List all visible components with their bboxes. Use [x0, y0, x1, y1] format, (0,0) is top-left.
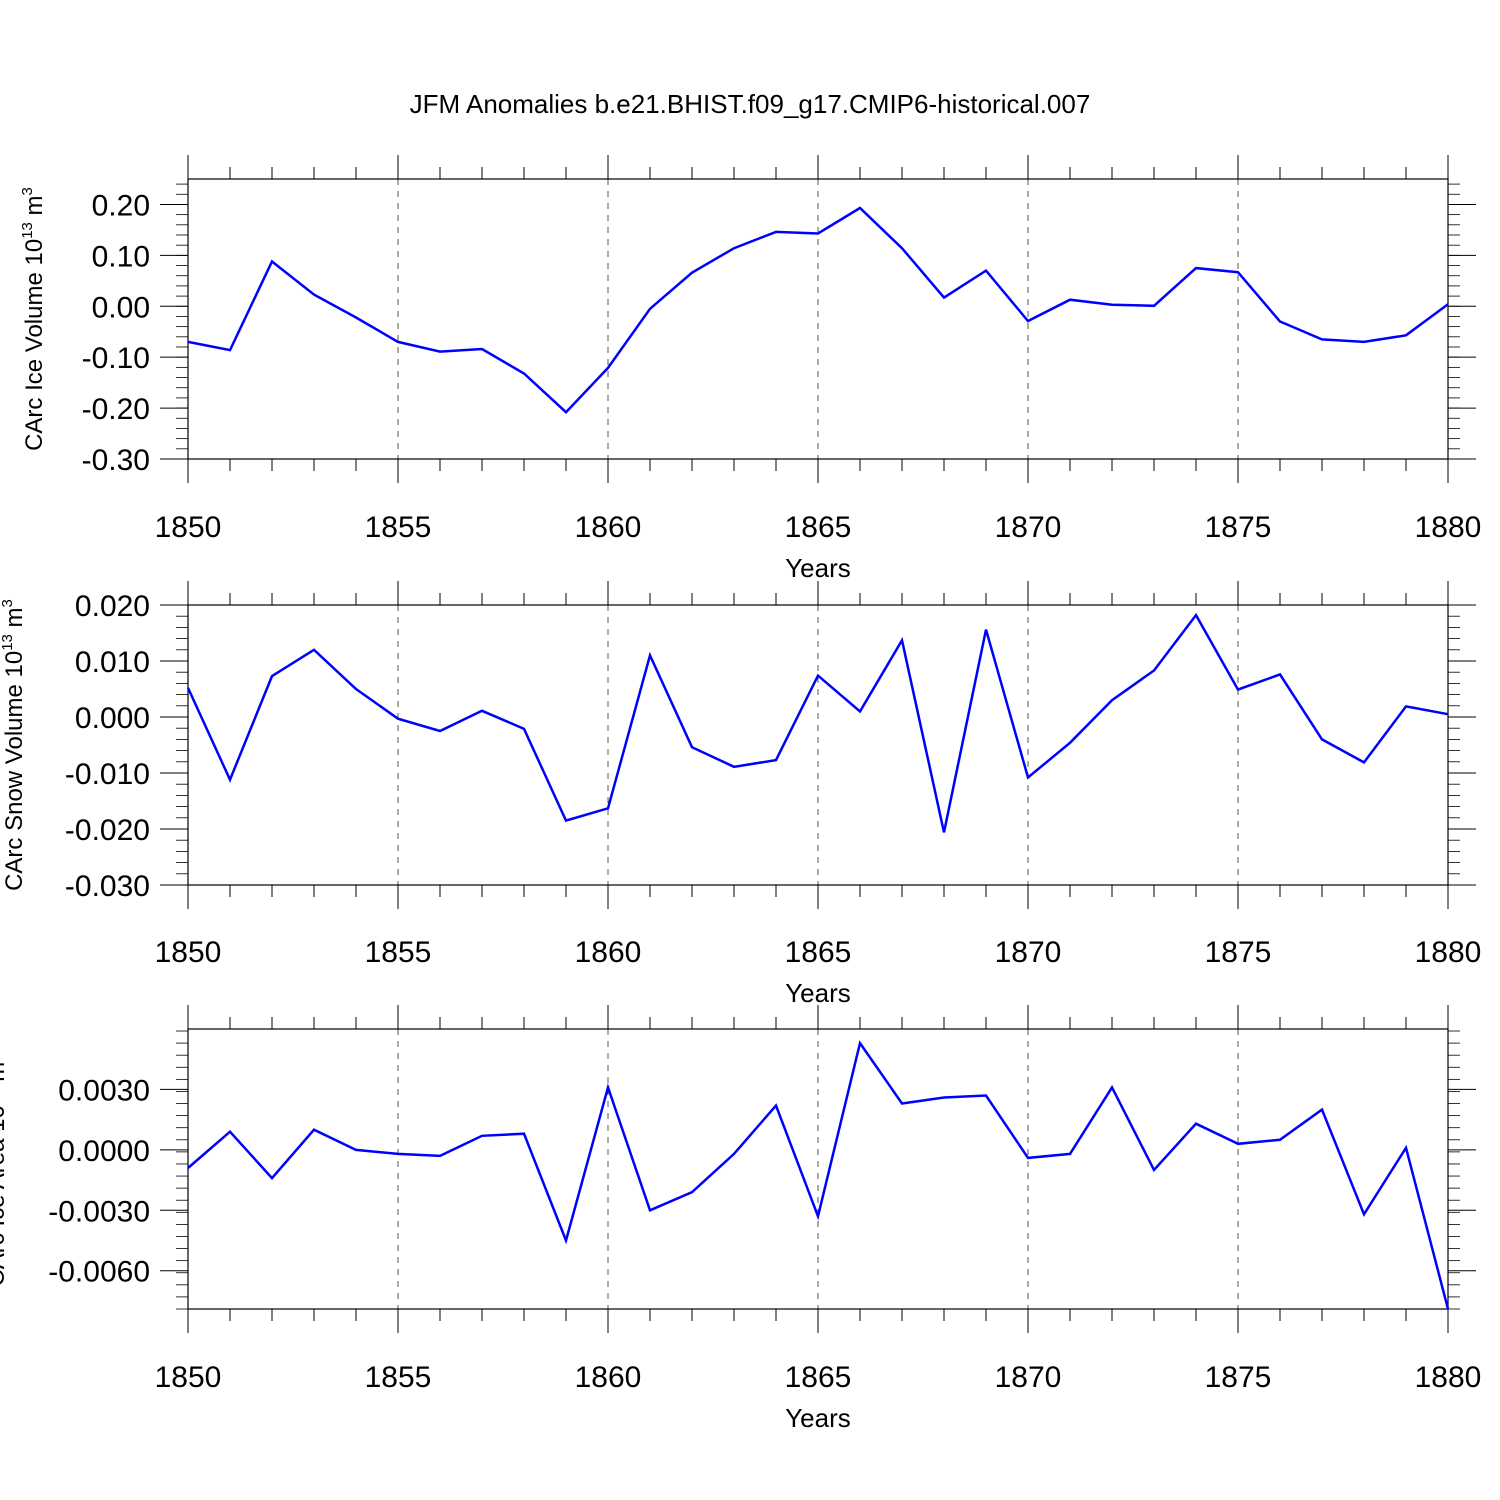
y-axis-label-text: m: [0, 1062, 10, 1089]
x-tick-label: 1880: [1415, 936, 1482, 969]
x-tick-label: 1870: [995, 936, 1062, 969]
y-axis-label-superscript: 13: [0, 634, 16, 651]
y-tick-label: 0.00: [92, 291, 150, 324]
x-tick-label: 1870: [995, 1361, 1062, 1394]
series-line: [187, 206, 1449, 414]
x-tick-label: 1860: [575, 511, 642, 544]
x-tick-label: 1865: [785, 1361, 852, 1394]
y-tick-label: 0.0030: [58, 1074, 150, 1107]
x-tick-label: 1865: [785, 511, 852, 544]
series-line: [186, 612, 1449, 833]
x-tick-label: 1850: [155, 511, 222, 544]
y-tick-label: -0.0060: [48, 1256, 150, 1289]
x-tick-label: 1855: [365, 1361, 432, 1394]
y-axis-label-text: m: [21, 195, 48, 222]
panels: -0.30 -0.20 -0.10 0.00 0.10 0.20 1850 1855 1860 1…: [0, 155, 1481, 1433]
chart-panel-2: -0.030 -0.020 -0.010 0.000 0.010 0.020 1850 185…: [0, 581, 1481, 1008]
x-tick-label: 1855: [365, 936, 432, 969]
x-tick-label: 1875: [1205, 1361, 1272, 1394]
y-tick-label: 0.0000: [58, 1135, 150, 1168]
y-axis-label-text: CArc Ice Volume 10: [21, 239, 48, 451]
x-tick-label: 1875: [1205, 511, 1272, 544]
figure-title: JFM Anomalies b.e21.BHIST.f09_g17.CMIP6-…: [410, 89, 1091, 119]
x-tick-label: 1880: [1415, 511, 1482, 544]
y-axis-label-superscript: 13: [19, 222, 36, 239]
y-axis-label-superscript: 3: [19, 187, 36, 195]
x-axis-label: Years: [785, 1403, 851, 1433]
x-tick-label: 1850: [155, 1361, 222, 1394]
x-axis-label: Years: [785, 553, 851, 583]
chart-panel-1: -0.30 -0.20 -0.10 0.00 0.10 0.20 1850 1855 1860 1…: [19, 155, 1481, 583]
y-tick-label: 0.010: [75, 646, 150, 679]
y-tick-label: -0.10: [82, 342, 150, 375]
series-line: [187, 1040, 1450, 1310]
y-tick-label: 0.000: [75, 702, 150, 735]
y-tick-label: 0.20: [92, 189, 150, 222]
y-tick-label: -0.030: [65, 870, 150, 903]
x-tick-label: 1870: [995, 511, 1062, 544]
y-axis-label-text: CArc Snow Volume 10: [1, 651, 28, 891]
x-tick-label: 1860: [575, 936, 642, 969]
y-axis-label: CArc Snow Volume 1013 m3: [0, 599, 28, 891]
y-axis-label: CArc Ice Volume 1013 m3: [19, 187, 48, 451]
y-tick-label: -0.010: [65, 758, 150, 791]
x-axis-label: Years: [785, 978, 851, 1008]
y-tick-label: 0.020: [75, 590, 150, 623]
x-tick-label: 1865: [785, 936, 852, 969]
x-tick-label: 1850: [155, 936, 222, 969]
x-tick-label: 1855: [365, 511, 432, 544]
y-tick-label: 0.10: [92, 240, 150, 273]
x-tick-label: 1875: [1205, 936, 1272, 969]
y-axis-label-superscript: 3: [0, 599, 16, 607]
y-tick-label: -0.020: [65, 814, 150, 847]
chart-panel-3: -0.0060 -0.0030 0.0000 0.0030 1850 1855 1860 18…: [0, 1005, 1481, 1433]
x-tick-label: 1880: [1415, 1361, 1482, 1394]
x-tick-label: 1860: [575, 1361, 642, 1394]
y-tick-label: -0.0030: [48, 1195, 150, 1228]
y-axis-label-text: m: [1, 607, 28, 634]
y-tick-label: -0.30: [82, 444, 150, 477]
y-tick-label: -0.20: [82, 393, 150, 426]
y-axis-label-text: CArc Ice Area 10: [0, 1105, 10, 1286]
y-axis-label: CArc Ice Area 1013 m2: [0, 1053, 10, 1286]
